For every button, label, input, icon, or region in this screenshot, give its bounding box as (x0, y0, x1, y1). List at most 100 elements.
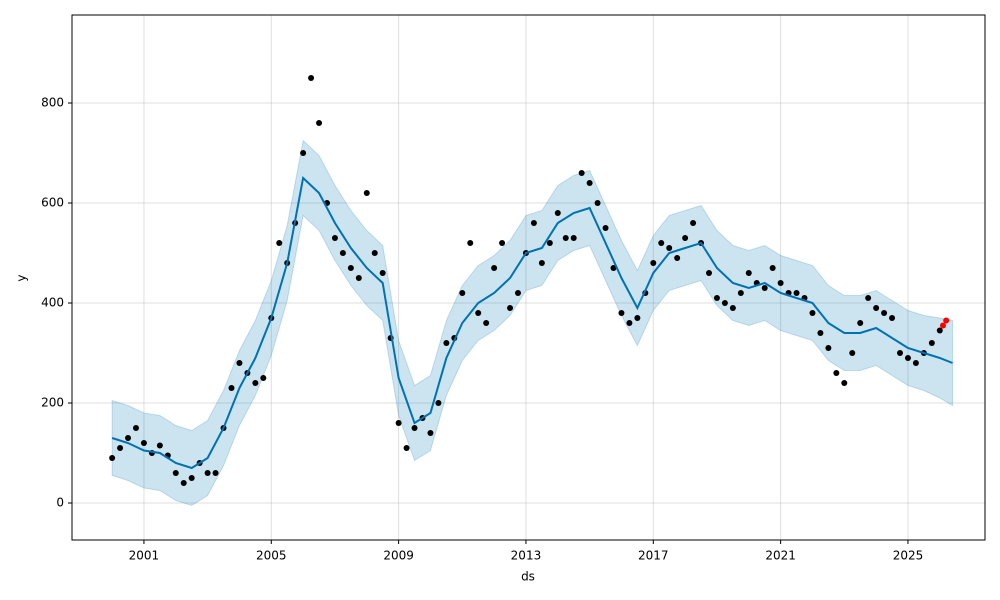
observed-point (586, 180, 593, 186)
observed-point (658, 240, 665, 246)
observed-point (881, 310, 888, 316)
observed-point (562, 235, 569, 241)
observed-point (530, 220, 537, 226)
observed-point (140, 440, 147, 446)
x-tick-label: 2013 (511, 549, 542, 563)
observed-point (427, 430, 434, 436)
observed-point (475, 310, 482, 316)
observed-point (180, 480, 187, 486)
observed-point (674, 255, 681, 261)
y-tick-label: 600 (41, 196, 64, 210)
observed-point (626, 320, 633, 326)
observed-point (363, 190, 370, 196)
observed-point (499, 240, 506, 246)
observed-point (578, 170, 585, 176)
uncertainty-band (111, 139, 954, 507)
observed-point (347, 265, 354, 271)
y-tick-label: 0 (56, 496, 64, 510)
observed-point (339, 250, 346, 256)
x-tick-label: 2025 (893, 549, 924, 563)
x-tick-label: 2021 (765, 549, 796, 563)
observed-point (117, 445, 124, 451)
observed-point (928, 340, 935, 346)
observed-point (729, 305, 736, 311)
observed-point (570, 235, 577, 241)
observed-point (817, 330, 824, 336)
x-tick-label: 2005 (256, 549, 287, 563)
observed-point (156, 442, 163, 449)
observed-point (857, 320, 864, 326)
x-tick-label: 2009 (383, 549, 414, 563)
x-axis-label: ds (521, 570, 535, 584)
observed-point (331, 235, 338, 241)
plot-area (72, 15, 985, 540)
observed-point (713, 295, 720, 301)
observed-point (308, 75, 315, 81)
observed-point (459, 290, 466, 296)
observed-point (666, 245, 673, 251)
observed-point (912, 360, 919, 366)
observed-point (188, 475, 195, 481)
observed-point (904, 355, 911, 361)
y-tick-label: 400 (41, 296, 64, 310)
observed-point (276, 240, 283, 246)
observed-point (507, 305, 514, 311)
observed-point (228, 385, 235, 391)
frame (71, 14, 986, 541)
observed-point (634, 315, 641, 321)
observed-point (602, 225, 609, 231)
observed-point (721, 300, 728, 306)
observed-point (538, 260, 545, 266)
observed-point (379, 270, 386, 276)
observed-point (212, 470, 219, 476)
observed-point (132, 425, 139, 431)
observed-point (514, 290, 521, 296)
x-tick-label: 2001 (129, 549, 160, 563)
observed-point (761, 285, 768, 291)
observed-point (546, 240, 553, 246)
y-tick-label: 800 (41, 96, 64, 110)
observed-point (411, 425, 418, 431)
recent-point (939, 322, 946, 329)
observed-point (833, 370, 840, 376)
observed-point (443, 340, 450, 346)
observed-point (610, 265, 617, 271)
y-tick-label: 200 (41, 396, 64, 410)
observed-point (491, 265, 498, 271)
observed-point (682, 235, 689, 241)
observed-point (793, 290, 800, 296)
observed-point (371, 250, 378, 256)
observed-point (236, 360, 243, 366)
observed-point (618, 310, 625, 316)
observed-point (554, 210, 561, 216)
observed-point (355, 275, 362, 281)
x-tick-label: 2017 (638, 549, 669, 563)
observed-point (809, 310, 816, 316)
observed-point (865, 295, 872, 301)
observed-point (109, 455, 116, 461)
observed-point (125, 435, 132, 441)
observed-point (483, 320, 490, 326)
observed-point (594, 200, 601, 206)
observed-point (897, 350, 904, 356)
observed-point (252, 380, 259, 386)
observed-point (777, 280, 784, 286)
observed-point (936, 327, 943, 334)
observed-point (745, 270, 752, 276)
observed-point (769, 265, 776, 271)
observed-point (690, 220, 697, 226)
observed-point (403, 445, 410, 451)
observed-point (873, 305, 880, 311)
observed-point (316, 120, 323, 126)
observed-point (650, 260, 657, 266)
observed-point (467, 240, 474, 246)
observed-point (841, 380, 848, 386)
forecast-line (111, 176, 953, 470)
observed-point (395, 420, 402, 426)
observed-point (825, 345, 832, 351)
observed-point (435, 400, 442, 406)
observed-point (737, 290, 744, 296)
observed-point (889, 315, 896, 321)
